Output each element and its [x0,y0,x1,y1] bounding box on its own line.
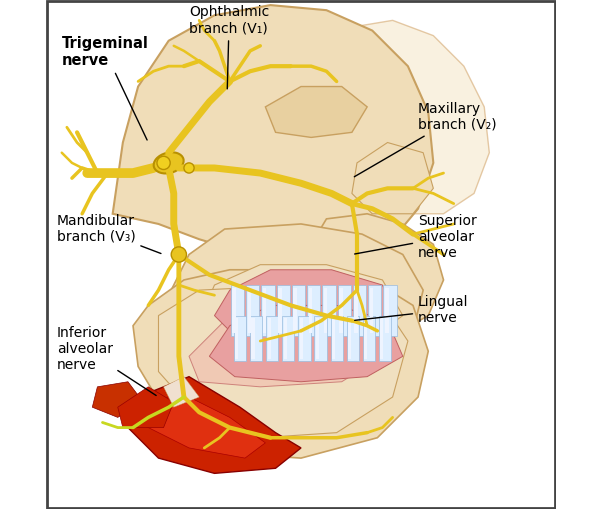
Polygon shape [199,265,403,351]
Polygon shape [261,285,275,336]
Polygon shape [246,285,259,336]
Polygon shape [370,288,373,333]
Polygon shape [368,285,382,336]
Ellipse shape [154,152,184,174]
Circle shape [171,247,187,262]
Polygon shape [347,316,359,361]
Polygon shape [267,318,271,359]
Polygon shape [265,87,367,137]
Polygon shape [266,316,278,361]
Polygon shape [314,316,327,361]
Polygon shape [332,318,335,359]
Polygon shape [278,288,282,333]
Polygon shape [379,316,391,361]
Polygon shape [189,310,382,387]
Text: Superior
alveolar
nerve: Superior alveolar nerve [355,214,477,260]
Circle shape [157,156,170,169]
Polygon shape [231,285,244,336]
Polygon shape [263,288,267,333]
Polygon shape [138,392,265,458]
Polygon shape [92,382,143,417]
Polygon shape [292,285,305,336]
Text: Maxillary
branch (V₂): Maxillary branch (V₂) [355,102,497,177]
Polygon shape [380,318,383,359]
Text: Inferior
alveolar
nerve: Inferior alveolar nerve [57,326,156,395]
Text: Trigeminal
nerve: Trigeminal nerve [62,36,149,140]
Polygon shape [298,316,311,361]
Polygon shape [250,316,262,361]
Polygon shape [247,288,251,333]
Polygon shape [363,316,375,361]
Polygon shape [235,318,238,359]
Polygon shape [113,5,433,260]
Polygon shape [284,318,287,359]
Polygon shape [338,285,351,336]
Polygon shape [232,288,236,333]
Polygon shape [158,285,408,438]
Polygon shape [214,270,398,341]
Polygon shape [293,288,297,333]
Polygon shape [164,377,199,407]
Text: Ophthalmic
branch (V₁): Ophthalmic branch (V₁) [189,5,269,89]
Polygon shape [383,285,397,336]
Polygon shape [339,288,343,333]
Polygon shape [362,20,489,219]
Polygon shape [324,288,327,333]
Circle shape [184,163,194,173]
Polygon shape [282,316,294,361]
Polygon shape [355,288,358,333]
Polygon shape [316,318,319,359]
Polygon shape [276,285,290,336]
Polygon shape [276,214,444,341]
Polygon shape [352,143,433,214]
Polygon shape [123,377,301,473]
Polygon shape [133,270,428,458]
Polygon shape [309,288,312,333]
Polygon shape [307,285,320,336]
Polygon shape [252,318,255,359]
Polygon shape [300,318,303,359]
Polygon shape [330,316,343,361]
Polygon shape [118,387,174,428]
Text: Mandibular
branch (V₃): Mandibular branch (V₃) [57,214,161,253]
Polygon shape [353,285,366,336]
Polygon shape [348,318,351,359]
Polygon shape [364,318,367,359]
Polygon shape [234,316,246,361]
Polygon shape [209,305,403,382]
Polygon shape [169,224,423,366]
Polygon shape [385,288,388,333]
Polygon shape [323,285,335,336]
Text: Lingual
nerve: Lingual nerve [355,295,468,325]
